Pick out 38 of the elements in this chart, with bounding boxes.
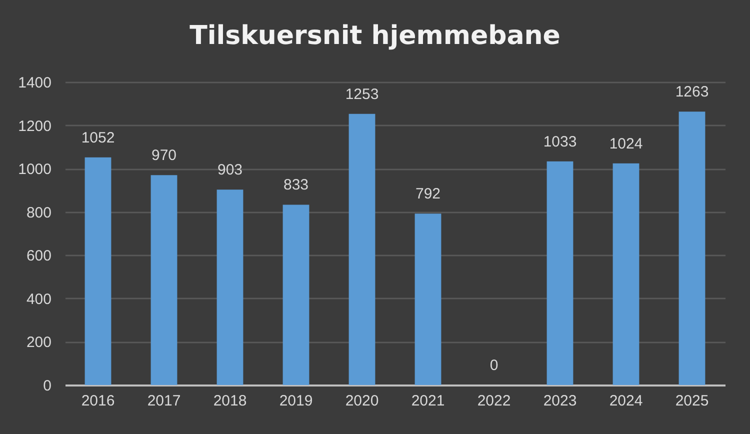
data-label: 1024 xyxy=(609,135,643,152)
y-tick-label: 1000 xyxy=(18,161,52,178)
y-tick-label: 400 xyxy=(26,290,52,308)
x-tick-label: 2019 xyxy=(279,392,313,410)
data-label: 1263 xyxy=(675,84,709,101)
data-label: 1033 xyxy=(543,133,577,150)
x-tick-label: 2025 xyxy=(675,392,709,410)
data-label: 833 xyxy=(283,176,309,194)
y-tick-label: 600 xyxy=(26,248,52,265)
bar xyxy=(612,163,640,385)
x-tick-label: 2021 xyxy=(411,392,445,410)
data-label: 0 xyxy=(490,357,498,374)
bar xyxy=(84,157,112,385)
bar xyxy=(216,190,244,385)
bar xyxy=(150,175,178,385)
x-tick-label: 2016 xyxy=(81,392,115,410)
x-tick-label: 2023 xyxy=(543,392,577,410)
chart-title: Tilskuersnit hjemmebane xyxy=(190,21,560,51)
data-label: 792 xyxy=(415,186,441,203)
x-tick-label: 2022 xyxy=(477,392,511,410)
bar xyxy=(282,204,310,385)
y-tick-label: 800 xyxy=(26,204,52,222)
bar xyxy=(414,214,442,385)
x-tick-label: 2020 xyxy=(345,392,379,410)
data-label: 1052 xyxy=(81,129,115,146)
bar xyxy=(678,112,706,385)
x-tick-label: 2024 xyxy=(609,392,643,410)
y-tick-label: 200 xyxy=(26,334,52,352)
bar xyxy=(348,114,376,385)
data-label: 1253 xyxy=(345,86,379,103)
x-tick-label: 2017 xyxy=(147,392,181,410)
data-label: 903 xyxy=(217,162,243,179)
y-tick-label: 1400 xyxy=(18,74,52,92)
bar xyxy=(546,161,574,385)
x-tick-label: 2018 xyxy=(213,392,247,410)
y-tick-label: 0 xyxy=(43,378,52,394)
data-label: 970 xyxy=(151,147,177,164)
y-tick-label: 1200 xyxy=(18,118,52,135)
